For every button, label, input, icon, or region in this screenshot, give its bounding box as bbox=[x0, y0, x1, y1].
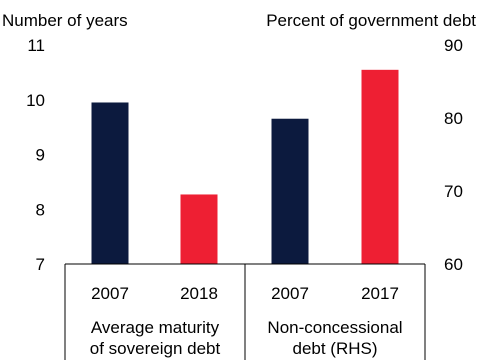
bar-2007 bbox=[271, 118, 309, 264]
group-label: Non-concessional bbox=[267, 318, 402, 337]
left-tick-label: 8 bbox=[36, 200, 45, 219]
group-label: of sovereign debt bbox=[90, 339, 221, 358]
right-axis-ticks: 60 70 80 90 bbox=[444, 36, 463, 274]
category-table: 2007 2018 Average maturity of sovereign deb… bbox=[64, 263, 426, 360]
category-label: 2007 bbox=[271, 284, 309, 303]
group-label: debt (RHS) bbox=[292, 339, 377, 358]
bar-2007 bbox=[91, 102, 129, 264]
right-tick-label: 70 bbox=[444, 182, 463, 201]
left-tick-label: 10 bbox=[26, 91, 45, 110]
right-axis-title: Percent of government debt bbox=[266, 11, 476, 30]
right-tick-label: 60 bbox=[444, 255, 463, 274]
group-label: Average maturity bbox=[91, 318, 220, 337]
left-axis-title: Number of years bbox=[2, 11, 128, 30]
left-tick-label: 7 bbox=[36, 255, 45, 274]
left-tick-label: 11 bbox=[27, 36, 45, 55]
category-label: 2018 bbox=[180, 284, 218, 303]
bar-2018 bbox=[180, 194, 218, 264]
left-axis-ticks: 7 8 9 10 11 bbox=[26, 36, 45, 274]
category-label: 2007 bbox=[91, 284, 129, 303]
right-tick-label: 90 bbox=[444, 36, 463, 55]
bar-2017 bbox=[361, 69, 399, 264]
bars bbox=[91, 69, 399, 264]
category-label: 2017 bbox=[361, 284, 399, 303]
left-tick-label: 9 bbox=[36, 146, 45, 165]
right-tick-label: 80 bbox=[444, 109, 463, 128]
